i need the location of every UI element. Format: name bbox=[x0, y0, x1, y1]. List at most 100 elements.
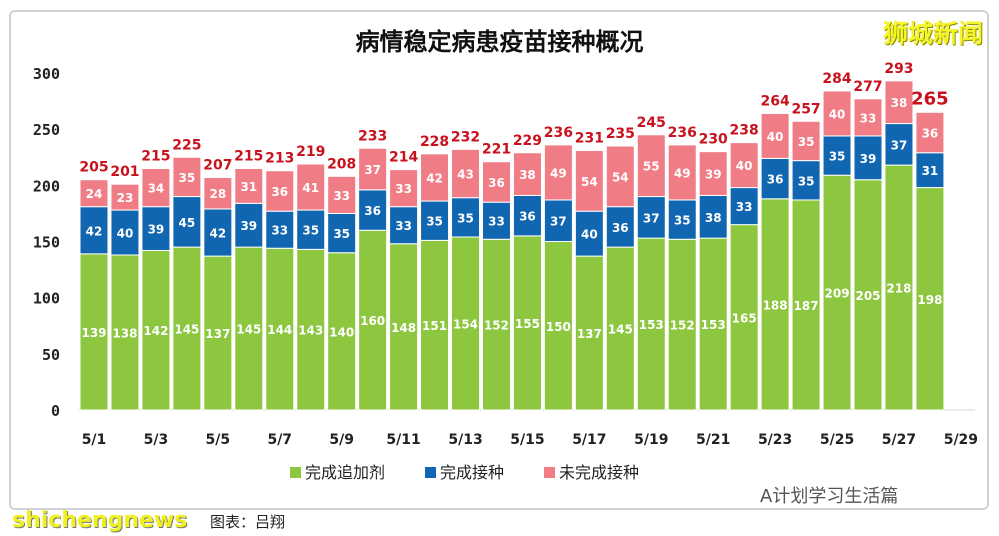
data-label: 42 bbox=[426, 171, 443, 185]
data-label: 138 bbox=[112, 326, 137, 340]
data-label: 55 bbox=[643, 160, 660, 174]
y-tick-label: 50 bbox=[42, 346, 60, 364]
data-label: 35 bbox=[829, 150, 846, 164]
y-tick-label: 150 bbox=[33, 234, 60, 252]
bar-segment bbox=[481, 161, 511, 203]
data-label: 37 bbox=[550, 215, 567, 229]
bar-segment bbox=[822, 174, 852, 411]
bar-segment bbox=[636, 237, 666, 411]
data-label: 35 bbox=[179, 171, 196, 185]
bar-segment bbox=[543, 199, 573, 242]
x-tick-label: 5/21 bbox=[696, 432, 730, 448]
bar-segment bbox=[420, 153, 450, 202]
data-label: 187 bbox=[794, 299, 819, 313]
legend-label: 完成追加剂 bbox=[305, 463, 386, 482]
legend-item-booster: 完成追加剂 bbox=[290, 459, 385, 483]
bar-segment bbox=[915, 111, 945, 154]
bar-segment bbox=[729, 142, 759, 189]
x-tick-label: 5/3 bbox=[144, 432, 169, 448]
total-label: 277 bbox=[853, 79, 882, 95]
bar-segment bbox=[667, 144, 697, 201]
bar-segment bbox=[853, 135, 883, 181]
chart-title: 病情稳定病患疫苗接种概况 bbox=[355, 28, 644, 56]
bar-segment bbox=[234, 246, 264, 411]
bar-segment bbox=[420, 239, 450, 411]
bar-segment bbox=[110, 183, 140, 211]
data-label: 31 bbox=[240, 180, 257, 194]
bar-segment bbox=[79, 253, 109, 411]
data-label: 35 bbox=[302, 224, 319, 238]
data-label: 35 bbox=[426, 215, 443, 229]
data-label: 49 bbox=[674, 166, 691, 180]
bar-segment bbox=[729, 224, 759, 411]
total-label: 293 bbox=[884, 61, 913, 77]
data-label: 38 bbox=[891, 96, 908, 110]
x-tick-label: 5/17 bbox=[572, 432, 606, 448]
bar-segment bbox=[358, 189, 388, 231]
legend: 完成追加剂 完成接种 未完成接种 bbox=[290, 459, 639, 483]
data-label: 205 bbox=[855, 289, 880, 303]
chart-frame bbox=[9, 10, 989, 510]
bar-segment bbox=[543, 241, 573, 411]
total-label: 257 bbox=[791, 101, 820, 117]
data-label: 142 bbox=[143, 324, 168, 338]
total-label: 236 bbox=[544, 125, 573, 141]
total-label: 225 bbox=[172, 137, 201, 153]
bar-segment bbox=[234, 167, 264, 204]
data-label: 139 bbox=[81, 326, 106, 340]
total-label: 238 bbox=[730, 123, 759, 139]
data-label: 40 bbox=[581, 228, 598, 242]
data-label: 33 bbox=[736, 200, 753, 214]
data-label: 54 bbox=[581, 175, 598, 189]
total-label: 214 bbox=[389, 150, 418, 166]
x-tick-label: 5/25 bbox=[820, 432, 854, 448]
bar-segment bbox=[327, 252, 357, 411]
watermark-site: shichengnews bbox=[12, 508, 188, 533]
data-label: 160 bbox=[360, 314, 385, 328]
bar-segment bbox=[512, 152, 542, 196]
total-label: 245 bbox=[637, 115, 666, 131]
data-label: 28 bbox=[209, 187, 226, 201]
data-label: 41 bbox=[302, 181, 319, 195]
x-tick-label: 5/19 bbox=[634, 432, 668, 448]
y-tick-label: 100 bbox=[33, 290, 60, 308]
data-label: 24 bbox=[86, 187, 103, 201]
bar-segment bbox=[512, 194, 542, 237]
total-label: 230 bbox=[699, 132, 728, 148]
data-label: 37 bbox=[891, 138, 908, 152]
data-label: 153 bbox=[701, 318, 726, 332]
bar-segment bbox=[915, 187, 945, 411]
total-label: 236 bbox=[668, 125, 697, 141]
bar-segment bbox=[791, 199, 821, 411]
data-label: 36 bbox=[612, 221, 629, 235]
bar-segment bbox=[172, 246, 202, 411]
data-label: 36 bbox=[922, 127, 939, 141]
bar-segment bbox=[667, 199, 697, 240]
bar-segment bbox=[358, 147, 388, 191]
total-label: 215 bbox=[234, 148, 263, 164]
x-tick-label: 5/29 bbox=[944, 432, 978, 448]
total-label: 265 bbox=[911, 88, 949, 109]
total-label: 264 bbox=[761, 93, 790, 109]
data-label: 34 bbox=[148, 182, 165, 196]
bar-segment bbox=[822, 90, 852, 137]
legend-item-incomplete: 未完成接种 bbox=[544, 459, 639, 483]
data-label: 36 bbox=[364, 204, 381, 218]
total-label: 201 bbox=[110, 164, 139, 180]
data-label: 152 bbox=[670, 319, 695, 333]
bar-segment bbox=[760, 157, 790, 200]
bar-segment bbox=[141, 167, 171, 208]
data-label: 40 bbox=[829, 107, 846, 121]
total-label: 207 bbox=[203, 157, 232, 173]
bar-segment bbox=[172, 196, 202, 248]
x-tick-label: 5/23 bbox=[758, 432, 792, 448]
data-label: 209 bbox=[825, 287, 850, 301]
data-label: 40 bbox=[117, 227, 134, 241]
total-label: 208 bbox=[327, 156, 356, 172]
data-label: 33 bbox=[395, 219, 412, 233]
data-label: 150 bbox=[546, 320, 571, 334]
data-label: 54 bbox=[612, 170, 629, 184]
total-label: 231 bbox=[575, 131, 604, 147]
data-label: 40 bbox=[736, 159, 753, 173]
